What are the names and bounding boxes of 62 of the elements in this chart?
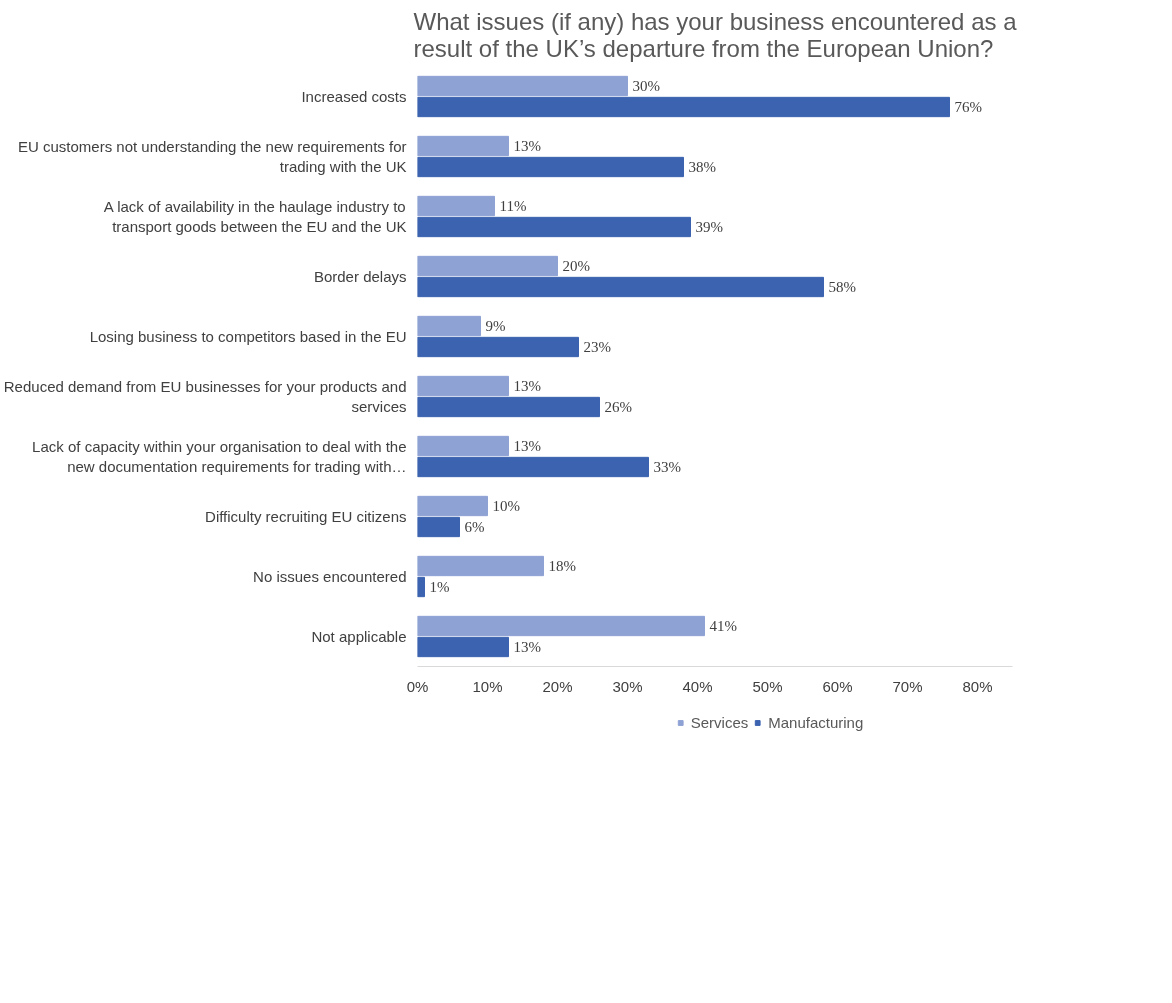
y-tick-label: No issues encountered bbox=[253, 568, 407, 585]
y-tick-label: Reduced demand from EU businesses for your products and services bbox=[3, 377, 407, 416]
bar bbox=[417, 195, 495, 217]
x-tick-label: 40% bbox=[682, 677, 713, 695]
data-label: 38% bbox=[688, 159, 716, 175]
x-tick-label: 80% bbox=[962, 677, 993, 695]
bar bbox=[417, 375, 509, 397]
x-tick-label: 0% bbox=[406, 677, 429, 695]
bar bbox=[417, 135, 509, 157]
bar bbox=[417, 255, 558, 277]
bar bbox=[417, 216, 691, 238]
x-tick-label: 60% bbox=[822, 677, 853, 695]
x-tick-label: 10% bbox=[472, 677, 503, 695]
x-tick-label: 20% bbox=[542, 677, 573, 695]
chart-title: What issues (if any) has your business encountered as a result of the UK’s departure from the European Union? bbox=[413, 7, 1018, 62]
y-tick-label: Not applicable bbox=[311, 628, 407, 645]
bar bbox=[417, 96, 950, 118]
data-label: 41% bbox=[709, 618, 737, 634]
data-label: 26% bbox=[604, 399, 632, 415]
data-label: 13% bbox=[513, 639, 541, 655]
y-tick-label: EU customers not understanding the new requirements for trading with the UK bbox=[17, 137, 407, 176]
bar bbox=[417, 435, 509, 457]
y-tick-label: Difficulty recruiting EU citizens bbox=[205, 508, 407, 525]
bar bbox=[417, 396, 600, 418]
legend-label: Manufacturing bbox=[768, 713, 864, 731]
bar bbox=[417, 555, 544, 577]
bar bbox=[417, 336, 579, 358]
data-label: 76% bbox=[954, 99, 982, 115]
legend-label: Services bbox=[690, 713, 749, 731]
bar bbox=[417, 636, 509, 658]
data-label: 13% bbox=[513, 438, 541, 454]
data-label: 13% bbox=[513, 138, 541, 154]
data-label: 9% bbox=[485, 318, 506, 334]
bar bbox=[417, 156, 684, 178]
bar bbox=[417, 315, 481, 337]
x-tick-label: 30% bbox=[612, 677, 643, 695]
bar bbox=[417, 615, 705, 637]
data-label: 11% bbox=[499, 198, 527, 214]
data-label: 33% bbox=[653, 459, 681, 475]
data-label: 18% bbox=[548, 558, 576, 574]
data-label: 1% bbox=[429, 579, 450, 595]
y-tick-label: A lack of availability in the haulage industry to transport goods between the EU and the UK bbox=[103, 197, 407, 236]
data-label: 20% bbox=[562, 258, 590, 274]
y-tick-label: Losing business to competitors based in the EU bbox=[89, 328, 407, 345]
y-tick-label: Increased costs bbox=[301, 88, 407, 105]
data-label: 23% bbox=[583, 339, 611, 355]
bar bbox=[417, 276, 824, 298]
bar bbox=[417, 456, 649, 478]
y-tick-label: Border delays bbox=[313, 268, 407, 285]
x-tick-label: 50% bbox=[752, 677, 783, 695]
y-tick-label: Lack of capacity within your organisation to deal with the new documentation requirements for trading with… bbox=[32, 437, 407, 476]
bar bbox=[417, 576, 425, 598]
data-label: 39% bbox=[695, 219, 723, 235]
x-tick-label: 70% bbox=[892, 677, 923, 695]
bar bbox=[417, 516, 460, 538]
bar bbox=[417, 75, 628, 97]
data-label: 30% bbox=[632, 78, 660, 94]
data-label: 13% bbox=[513, 378, 541, 394]
data-label: 58% bbox=[828, 279, 856, 295]
data-label: 6% bbox=[464, 519, 485, 535]
data-label: 10% bbox=[492, 498, 520, 514]
bar bbox=[417, 495, 488, 517]
